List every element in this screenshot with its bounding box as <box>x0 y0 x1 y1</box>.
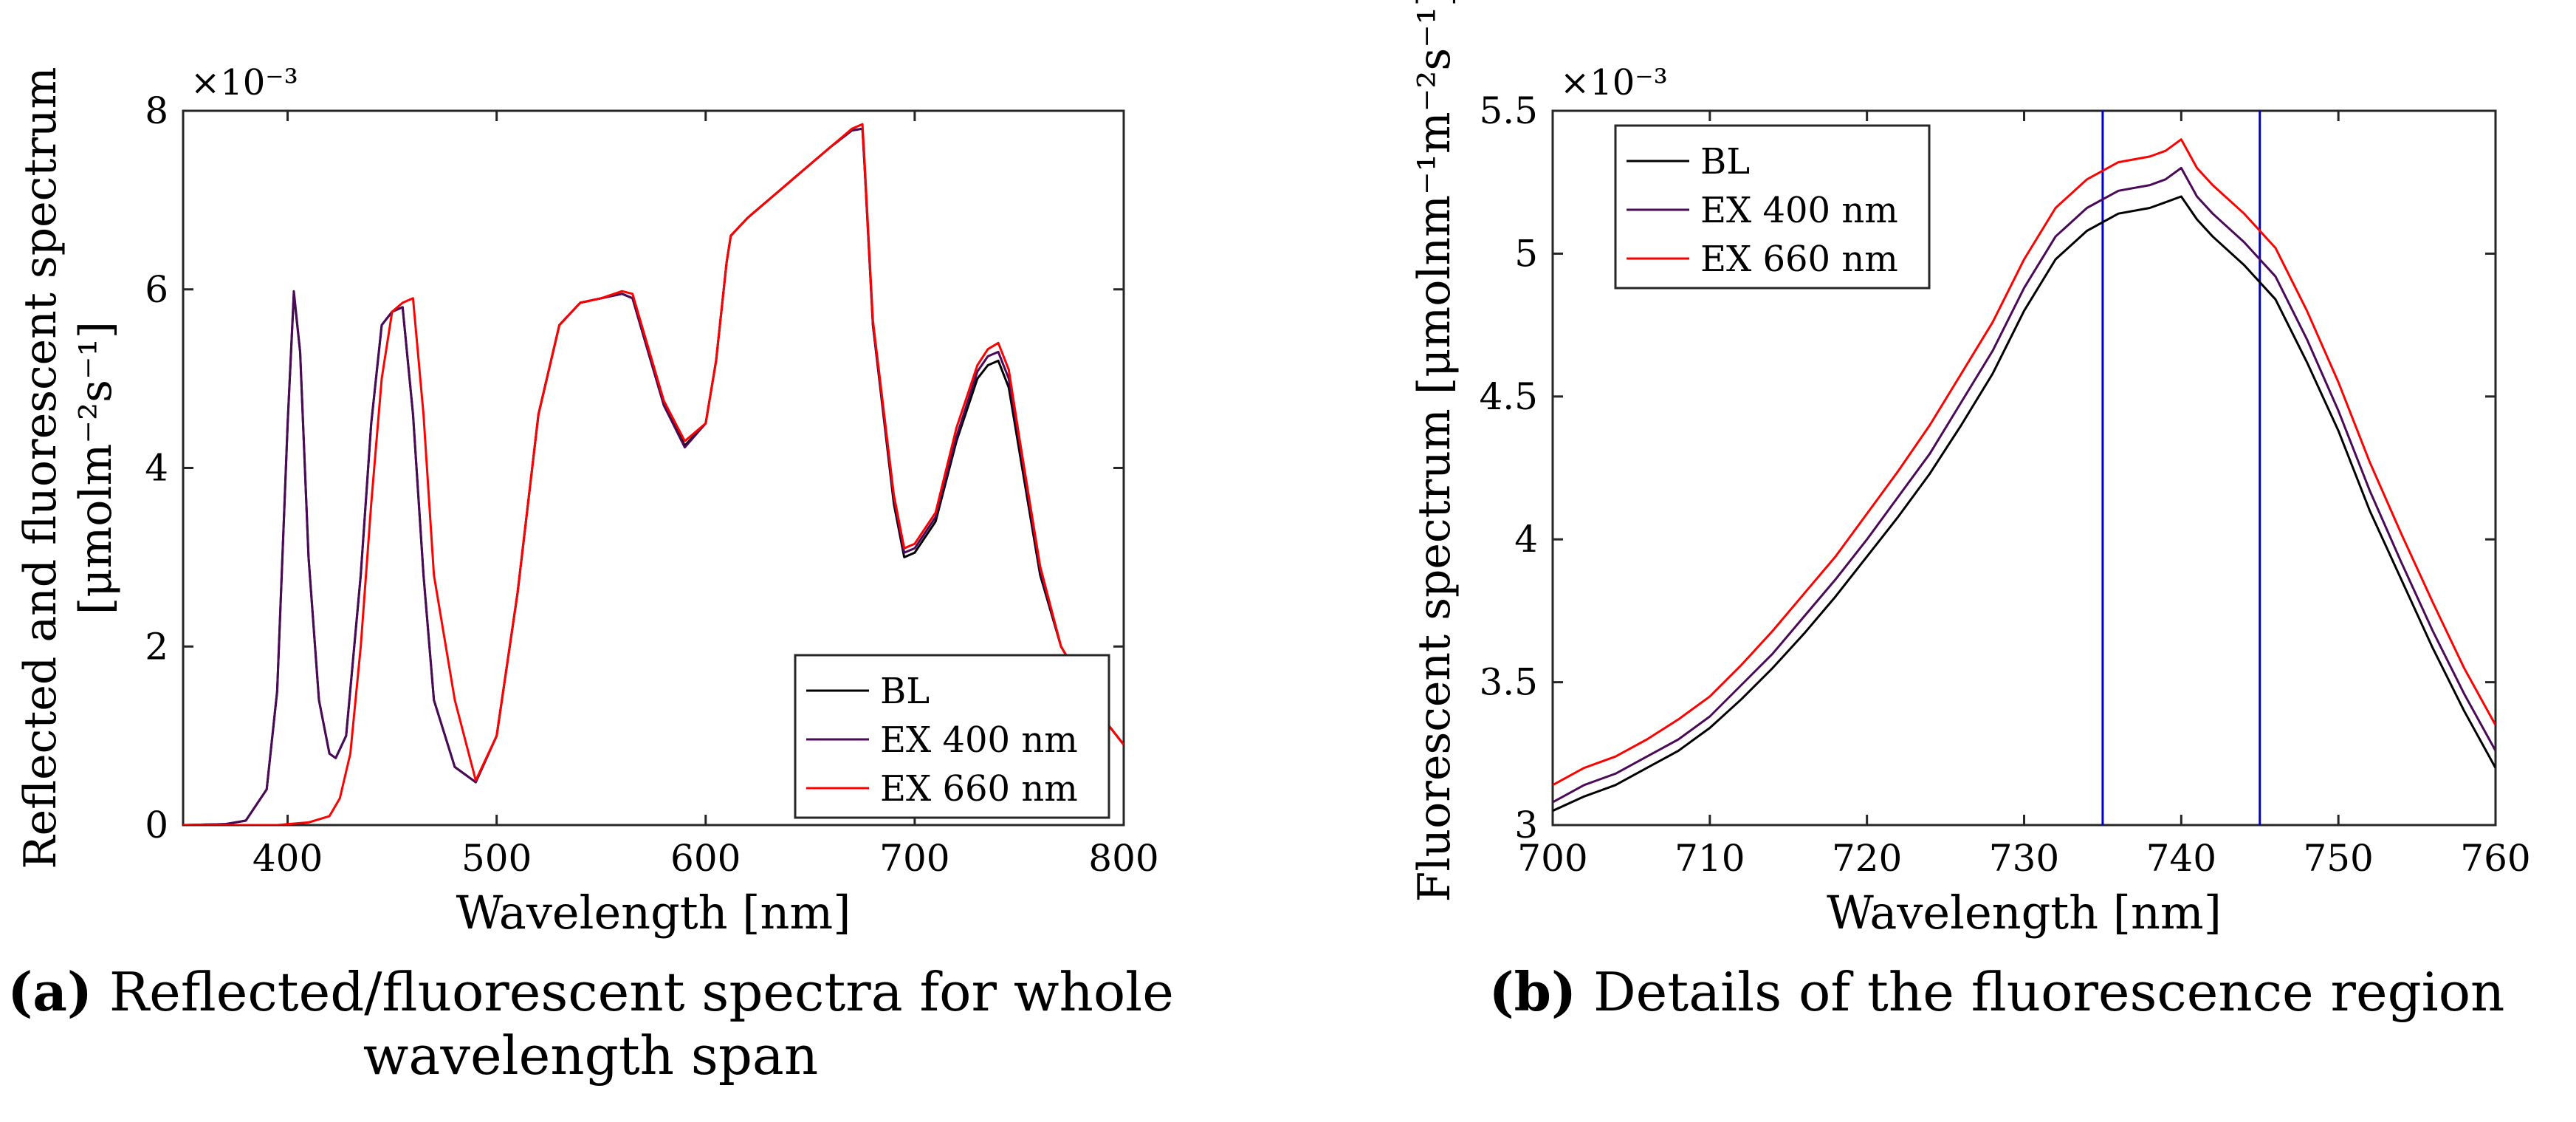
y-tick-label: 6 <box>145 268 168 311</box>
legend-entry-label: EX 660 nm <box>880 768 1078 810</box>
y-axis-label-line1: Reflected and fluorescent spectrum <box>15 66 66 869</box>
x-tick-label: 750 <box>2303 837 2373 880</box>
y-tick-label: 3.5 <box>1479 661 1538 704</box>
caption-b-label: (b) <box>1488 960 1577 1023</box>
legend-a: BL EX 400 nm EX 660 nm <box>794 654 1110 819</box>
series-line-ex-400-nm <box>1553 166 2496 804</box>
x-tick-label: 400 <box>253 837 323 880</box>
series-line-ex-400-nm <box>183 127 1124 825</box>
x-tick-label: 800 <box>1088 837 1158 880</box>
y-tick-label: 5 <box>1514 232 1538 275</box>
legend-entry-label: BL <box>880 671 930 712</box>
x-axis-label: Wavelength [nm] <box>1827 886 2222 940</box>
caption-a: (a) Reflected/fluorescent spectra for wh… <box>0 960 1181 1087</box>
caption-a-line2: wavelength span <box>363 1024 819 1087</box>
legend-box <box>1614 124 1931 290</box>
x-tick-label: 740 <box>2146 837 2216 880</box>
series-line-ex-660-nm <box>183 123 1124 825</box>
caption-a-line1: Reflected/fluorescent spectra for whole <box>109 961 1174 1023</box>
chart-b: 700 710 720 730 740 750 760 3 3.5 4 4.5 5 5.5 ×10⁻³ Wa… <box>1409 0 2531 940</box>
x-tick-label: 730 <box>1989 837 2059 880</box>
x-tick-label: 600 <box>670 837 741 880</box>
chart-a: 400 500 600 700 800 0 2 4 6 8 ×10⁻³ Wavelength [nm]… <box>15 62 1159 940</box>
x-tick-label: 760 <box>2460 837 2530 880</box>
legend-entry-label: BL <box>1700 141 1750 182</box>
y-tick-label: 4 <box>145 447 168 490</box>
x-tick-label: 700 <box>1517 837 1587 880</box>
y-tick-label: 0 <box>145 804 168 846</box>
y-tick-label: 2 <box>145 625 168 668</box>
legend-entry-label: EX 400 nm <box>880 719 1078 761</box>
y-tick-label: 4.5 <box>1479 375 1538 418</box>
caption-b-text: Details of the fluorescence region <box>1593 961 2505 1023</box>
x-axis-label: Wavelength [nm] <box>456 886 851 940</box>
caption-a-label: (a) <box>7 960 92 1023</box>
x-tick-label: 710 <box>1675 837 1745 880</box>
y-tick-label: 5.5 <box>1479 89 1538 132</box>
exponent-label: ×10⁻³ <box>190 62 298 103</box>
y-axis-label: Fluorescent spectrum [μmolnm⁻¹m⁻²s⁻¹] <box>1409 0 1460 902</box>
x-tick-label: 720 <box>1832 837 1902 880</box>
series-line-bl <box>1553 195 2496 813</box>
legend-box <box>794 654 1110 819</box>
x-tick-label: 500 <box>461 837 532 880</box>
y-axis-label-line2: [μmolm⁻²s⁻¹] <box>70 321 122 615</box>
series-line-ex-660-nm <box>1553 138 2496 787</box>
y-tick-label: 4 <box>1514 518 1538 561</box>
y-tick-label: 8 <box>145 89 168 132</box>
y-tick-label: 3 <box>1514 804 1538 846</box>
caption-b: (b) Details of the fluorescence region <box>1418 960 2576 1024</box>
legend-entry-label: EX 400 nm <box>1700 190 1898 231</box>
legend-entry-label: EX 660 nm <box>1700 239 1898 280</box>
x-tick-label: 700 <box>879 837 949 880</box>
legend-b: BL EX 400 nm EX 660 nm <box>1614 124 1931 290</box>
exponent-label: ×10⁻³ <box>1560 62 1668 103</box>
